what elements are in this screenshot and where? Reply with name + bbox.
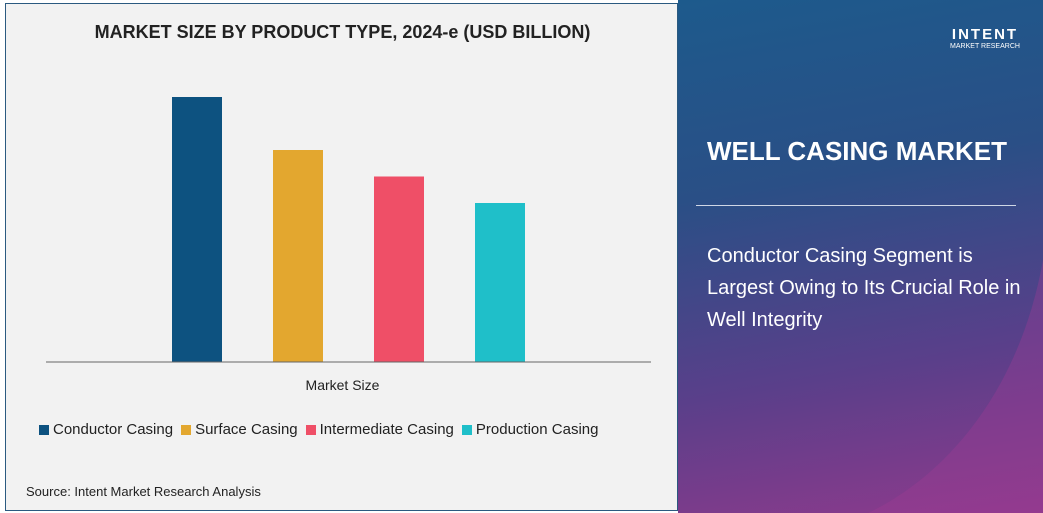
logo-brand: INTENT xyxy=(951,26,1019,43)
legend-swatch xyxy=(39,424,49,435)
divider xyxy=(696,205,1016,206)
legend-label: Surface Casing xyxy=(195,421,298,438)
legend: Conductor Casing Surface Casing Intermedia… xyxy=(39,421,598,438)
info-panel: INTENT MARKET RESEARCH WELL CASING MARKE… xyxy=(678,0,1043,513)
legend-item: Conductor Casing xyxy=(39,421,173,438)
legend-swatch xyxy=(305,424,316,435)
legend-label: Intermediate Casing xyxy=(319,421,454,438)
legend-item: Production Casing xyxy=(461,421,599,438)
bar-intermediate-casing xyxy=(374,176,424,362)
bar-conductor-casing xyxy=(172,97,222,362)
legend-label: Production Casing xyxy=(475,421,599,438)
chart-title: MARKET SIZE BY PRODUCT TYPE, 2024-e (USD… xyxy=(94,22,591,42)
bar-surface-casing xyxy=(273,150,323,362)
market-heading: WELL CASING MARKET xyxy=(707,136,1007,166)
bar-chart xyxy=(46,97,651,363)
logo-sub: MARKET RESEARCH xyxy=(950,43,1020,50)
bar-production-casing xyxy=(475,203,525,362)
market-description: Conductor Casing Segment is Largest Owin… xyxy=(707,245,1021,331)
legend-label: Conductor Casing xyxy=(53,421,174,438)
x-axis-label: Market Size xyxy=(305,377,380,393)
legend-swatch xyxy=(181,424,192,435)
source-note: Source: Intent Market Research Analysis xyxy=(26,484,261,499)
intent-logo: INTENT MARKET RESEARCH xyxy=(930,10,1040,58)
chart-panel: MARKET SIZE BY PRODUCT TYPE, 2024-e (USD… xyxy=(5,3,678,511)
legend-item: Surface Casing xyxy=(181,421,298,438)
legend-item: Intermediate Casing xyxy=(305,421,454,438)
legend-swatch xyxy=(461,424,472,435)
decorative-curve xyxy=(868,260,1043,513)
